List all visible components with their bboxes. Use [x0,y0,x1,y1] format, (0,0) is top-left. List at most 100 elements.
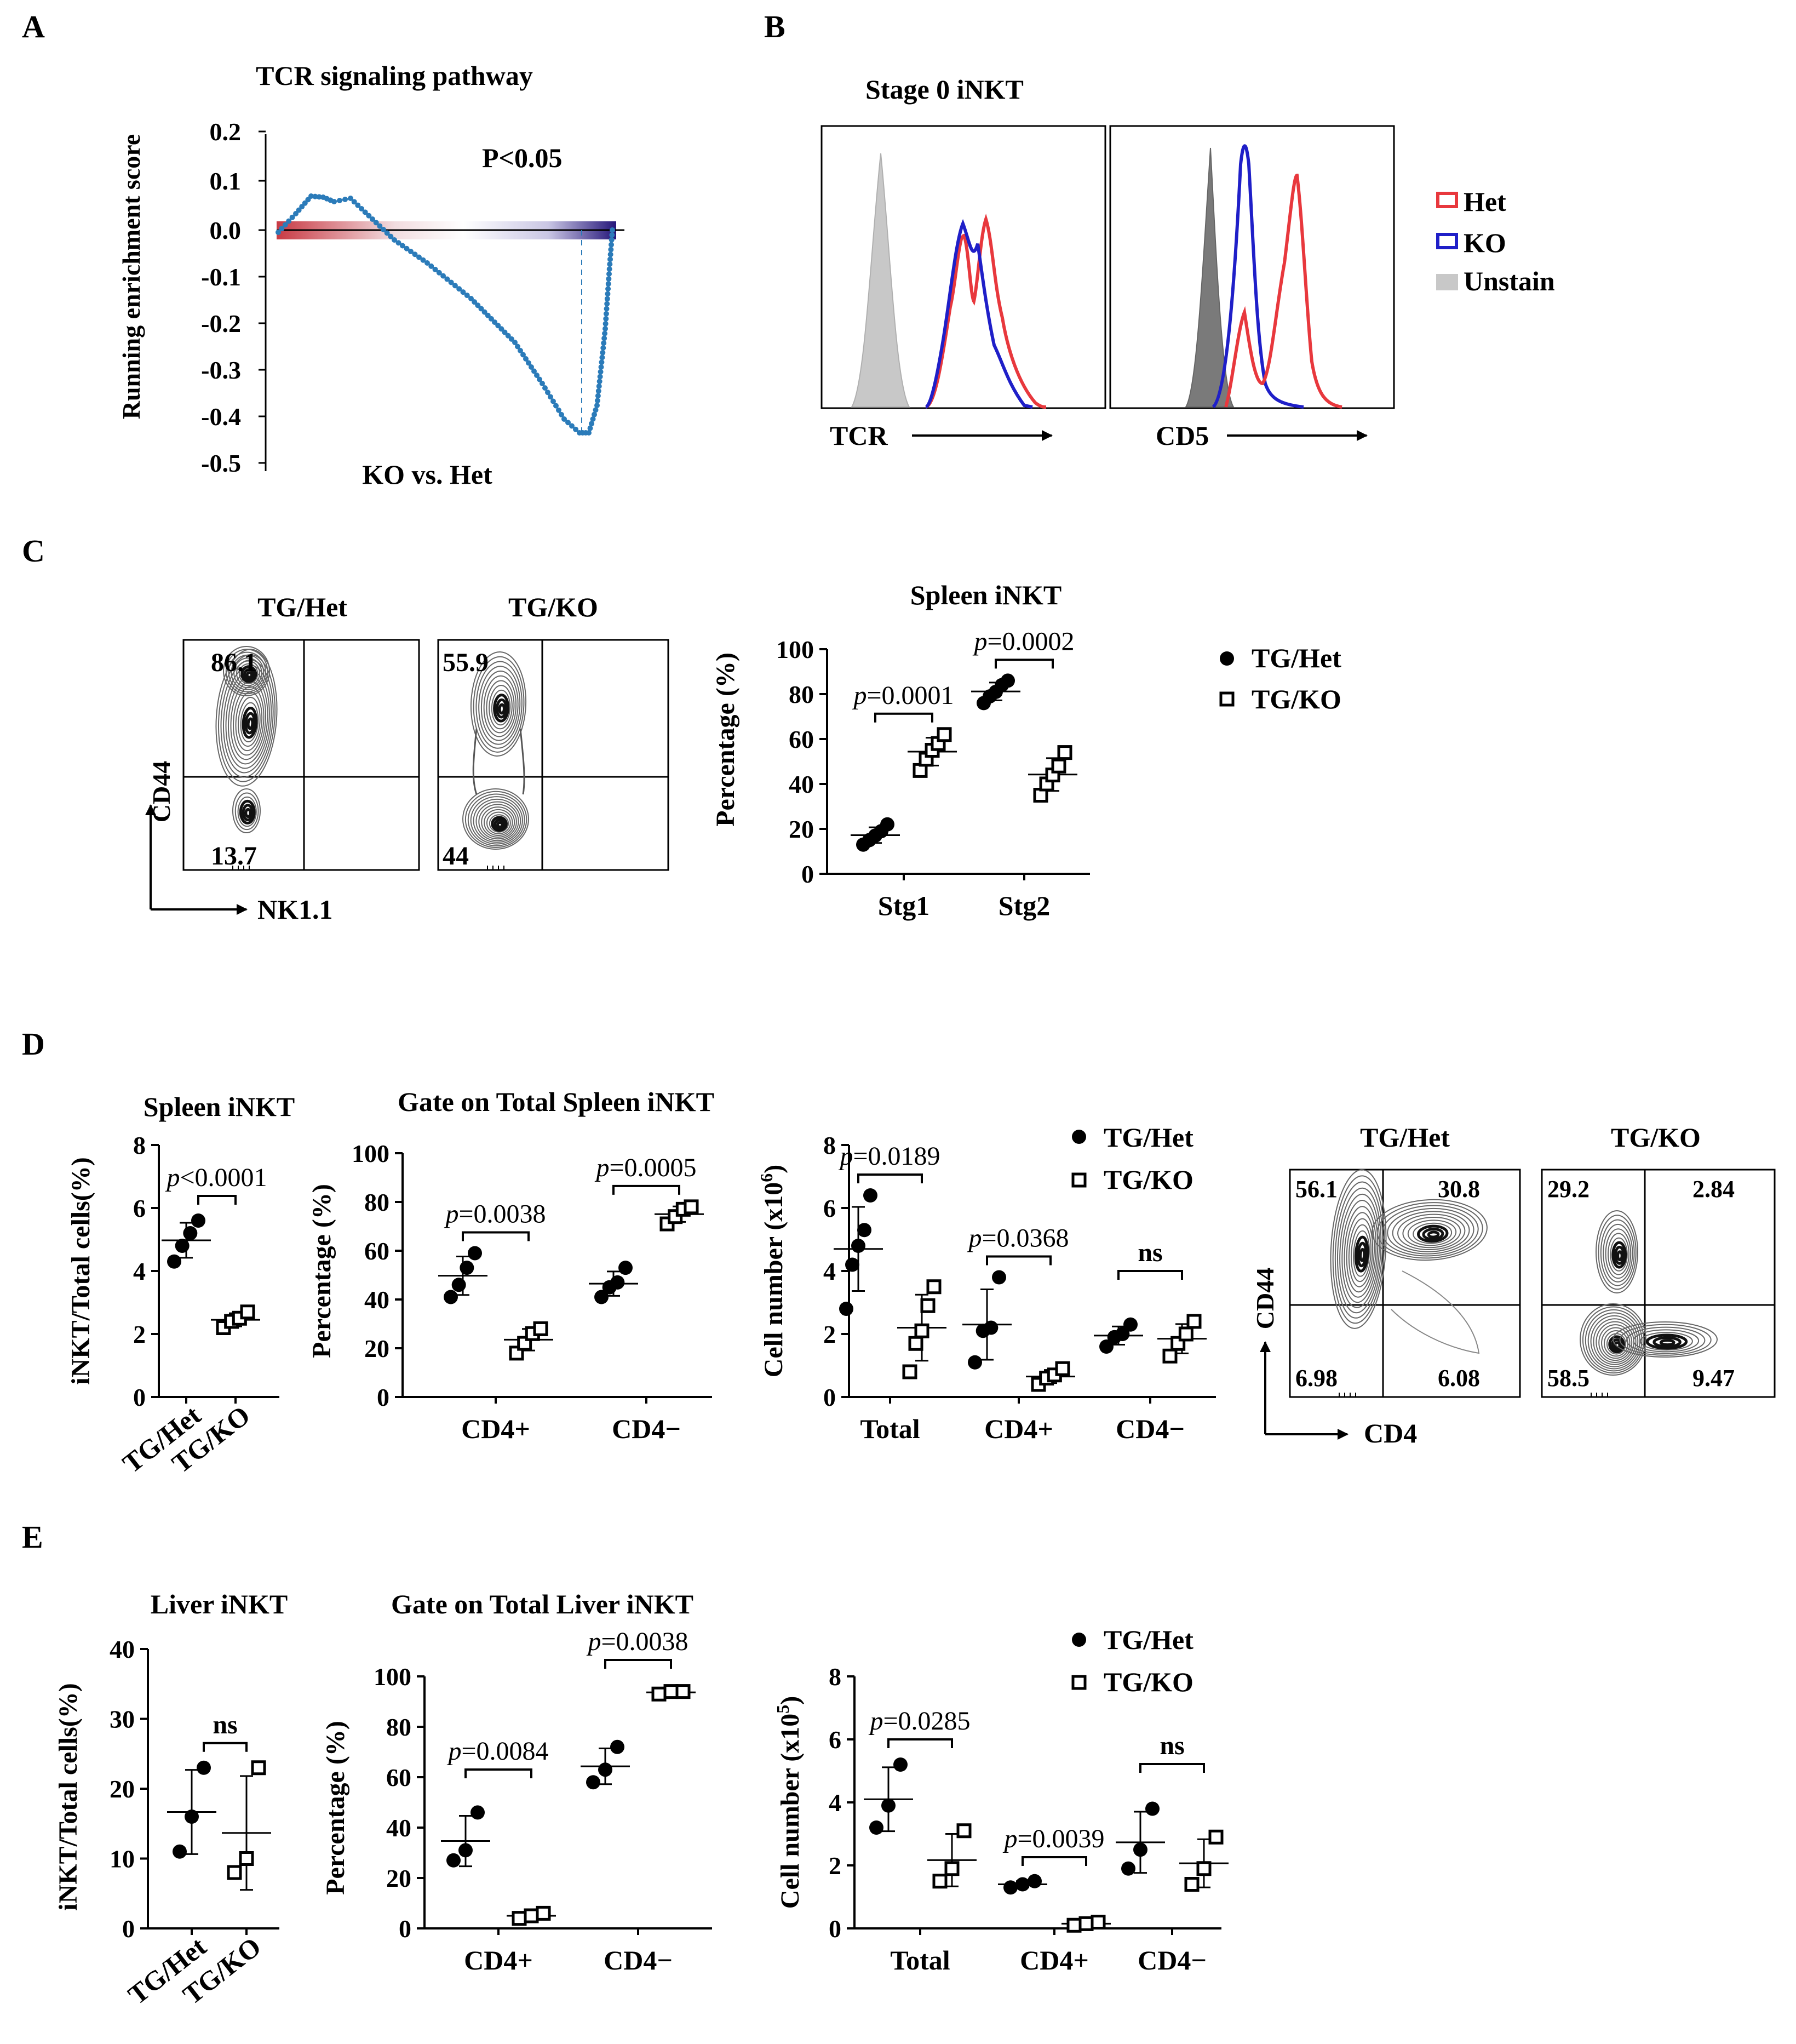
c-chart-x-tick-label: Stg2 [999,890,1050,921]
gsea-curve-point [279,226,285,232]
tcr-axis-label: TCR [830,420,888,451]
c-chart-cat-0-pvalue-rest: =0.0001 [867,681,954,710]
gsea-curve-point [432,266,438,272]
gsea-curve-point [515,343,520,350]
gsea-curve-point [607,251,613,257]
e-chart3-ylabel: Cell number (x105) [773,1696,805,1909]
e-chart2-cat-0-pvalue: p=0.0084 [446,1737,548,1766]
e-chart2-y-tick-label: 80 [386,1713,411,1741]
panel-a-y-tick-label: -0.4 [201,403,241,431]
gsea-curve-point [598,364,604,370]
gsea-curve-point [606,276,612,282]
e-chart2-ko-1-point [663,1684,679,1699]
gsea-curve-point [508,336,514,342]
gsea-curve-point [416,254,422,260]
e-chart3-ylabel-exponent: 5 [773,1705,793,1714]
e-chart3-het-2-point [1133,1842,1147,1857]
c-chart-y-tick-label: 60 [789,725,814,753]
d-chart2-het-0-point [460,1261,474,1275]
e-chart3-het-2-point [1121,1861,1135,1876]
gsea-curve-point [604,301,610,307]
flow-d2-lr: 9.47 [1692,1365,1735,1392]
e-chart3-cat-0-pvalue-rest: =0.0285 [883,1707,970,1736]
e-chart1-pvalue: ns [213,1710,237,1739]
legend-tg-ko-label: TG/KO [1252,684,1341,714]
e-chart1-y-tick-label: 30 [110,1705,135,1733]
d-chart2-cat-1-bracket [612,1184,680,1195]
c-chart-cat-1-bracket [995,659,1054,669]
gsea-curve-point [609,237,615,243]
d-chart1-y-tick-label: 6 [133,1194,146,1222]
gsea-curve-point [598,369,604,375]
gsea-curve-point [518,348,523,353]
gsea-curve-point [492,319,498,325]
gsea-curve-point [601,335,607,341]
legend-tg-het-marker [1220,651,1234,666]
d-chart2-y-tick-label: 0 [377,1383,389,1411]
d-chart1-het-point [191,1213,205,1228]
flow-d1-right-contour [1427,1230,1440,1239]
gsea-curve-point [523,356,529,362]
d-chart3-y-tick-label: 2 [823,1320,836,1348]
tcr-histogram-frame [820,125,1106,409]
legend-ko-swatch [1436,233,1458,249]
flow-d2-contour [1616,1250,1623,1262]
c-chart-y-tick-label: 100 [776,635,814,663]
d-chart3-het-2-point [1115,1327,1130,1341]
flow-c2-low-contour [494,818,506,830]
gsea-curve-point [534,373,540,378]
flow-d2-low-contour [1593,1318,1637,1365]
e-chart2-het-1-point [598,1762,612,1777]
flow-c2-contour [483,675,517,737]
d-chart2-title: Gate on Total Spleen iNKT [398,1086,714,1117]
e-chart3-cat-1-pvalue: p=0.0039 [1002,1824,1104,1853]
gsea-curve-point [586,430,592,436]
d-legend-tg-het-label: TG/Het [1104,1122,1193,1153]
flow-c2-contour [473,656,525,753]
e-chart2-y-tick-label: 60 [386,1764,411,1791]
d-chart1-y-tick-label: 4 [133,1257,146,1285]
flow-d1-ul: 56.1 [1295,1176,1338,1203]
e-chart3-legend: TG/Het TG/KO [1071,1624,1193,1697]
flow-c1-contour [222,665,272,774]
gsea-curve-point [452,283,458,289]
d-chart3-ko-0-point [920,1298,936,1313]
e-chart1-y-tick-label: 20 [110,1775,135,1803]
flow-c2-low-contour [484,809,513,836]
gsea-curve-point [599,354,605,360]
e-legend-tg-ko-label: TG/KO [1104,1667,1193,1697]
d-chart3-ylabel-text: Cell number (x10 [759,1182,788,1377]
gsea-curve-point [596,383,602,389]
e-chart3-ko-2-point [1196,1861,1212,1876]
e-chart3-het-0-point [881,1798,896,1813]
e-chart3-y-tick-label: 6 [829,1726,841,1754]
d-chart3-ylabel: Cell number (x106) [756,1165,788,1377]
e-chart3-cat-2-pvalue: ns [1160,1731,1184,1760]
e-chart3-ko-2-point [1208,1829,1224,1845]
e-chart2-het-0-point [446,1853,461,1868]
gsea-curve-point [597,374,603,380]
d-chart3-y-tick-label: 0 [823,1383,836,1411]
panel-d: D Spleen iNKT iNKT/Total cells(%) 86420p… [22,1026,1776,1479]
flow-d1-right-contour [1407,1219,1457,1246]
flow-c2-low-contour [473,798,521,843]
gsea-curve-point [355,202,361,208]
gsea-curve-point [594,403,600,408]
c-chart-cat-1-pvalue-p: p [972,627,987,656]
e-chart1-y-tick-label: 40 [110,1635,135,1663]
gsea-curve-point [412,251,418,257]
panel-a-pvalue: P<0.05 [482,142,563,173]
gsea-curve-point [408,249,414,254]
gsea-curve-point [603,326,608,331]
gsea-curve-point [485,312,491,318]
d-chart2-het-1-point [618,1261,633,1275]
panel-a-y-tick-label: 0.1 [210,167,242,195]
gsea-curve-point [373,220,379,226]
e-chart1-bracket [203,1742,248,1752]
flow-c2-contour [498,703,506,715]
e-chart3-het-2-point [1145,1801,1160,1816]
d-chart3-het-0-point [863,1188,877,1203]
gsea-curve-point [428,263,434,269]
gsea-curve-point [610,227,615,233]
panel-b-title: Stage 0 iNKT [865,74,1024,105]
